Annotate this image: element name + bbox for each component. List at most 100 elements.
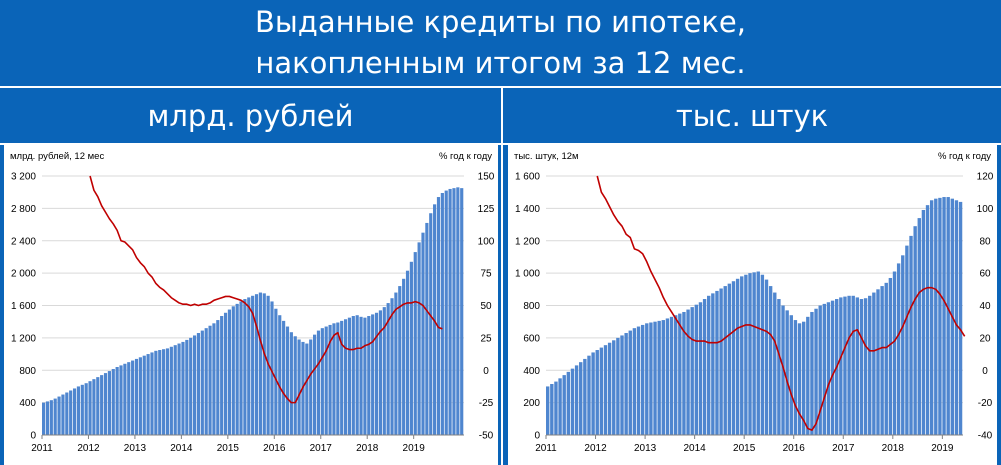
- bar: [855, 297, 860, 435]
- subheader-divider: [0, 143, 1001, 145]
- bar: [247, 297, 251, 435]
- bar: [620, 335, 624, 435]
- x-tick-label: 2013: [124, 443, 147, 454]
- bar: [822, 303, 827, 435]
- bar: [913, 226, 917, 435]
- bar: [896, 263, 901, 435]
- bar: [558, 378, 562, 435]
- bar: [270, 301, 274, 435]
- bar: [640, 324, 645, 435]
- right-panel-title: тыс. штук: [675, 99, 829, 133]
- chart-svg: млрд. рублей, 12 мес % год к году 0 400 800 1…: [10, 151, 495, 454]
- panel-divider: [501, 86, 503, 465]
- bar: [192, 335, 197, 435]
- bar: [682, 311, 686, 435]
- left-tick-label: 1 200: [11, 333, 36, 344]
- bar: [550, 384, 554, 435]
- bar: [65, 392, 69, 435]
- bar: [649, 322, 653, 435]
- bar: [892, 271, 897, 435]
- bar: [138, 357, 142, 435]
- left-tick-label: 0: [534, 431, 540, 442]
- x-tick-label: 2012: [77, 443, 100, 454]
- bar: [227, 309, 231, 435]
- bar: [328, 324, 332, 435]
- bar: [92, 379, 96, 435]
- bar: [45, 401, 50, 435]
- x-tick-label: 2014: [170, 443, 193, 454]
- bar: [727, 283, 732, 435]
- bar: [657, 320, 661, 435]
- bar: [409, 261, 413, 435]
- bar: [332, 323, 336, 435]
- bar: [386, 303, 390, 435]
- bar: [49, 400, 53, 435]
- bar: [278, 315, 282, 435]
- bar: [702, 299, 707, 435]
- bar: [154, 350, 158, 435]
- bar: [612, 340, 616, 435]
- bar: [665, 318, 670, 435]
- bar: [760, 274, 765, 435]
- bar: [574, 365, 579, 435]
- x-tick-label: 2011: [535, 443, 557, 454]
- bar: [872, 292, 876, 435]
- bar: [814, 308, 818, 435]
- bar: [925, 205, 930, 435]
- bar: [355, 315, 359, 435]
- x-tick-label: 2019: [403, 443, 426, 454]
- chart-svg: тыс. штук, 12м% год к году02004006008001…: [514, 151, 994, 454]
- bar: [57, 396, 61, 435]
- main-title-line1: Выданные кредиты по ипотеке,: [255, 5, 746, 39]
- bar: [309, 339, 313, 435]
- bar: [917, 218, 921, 435]
- growth-line: [89, 175, 443, 404]
- bar: [901, 255, 905, 435]
- bar: [686, 309, 690, 435]
- left-tick-label: 800: [523, 301, 540, 312]
- bar: [111, 369, 115, 435]
- right-tick-label: 60: [979, 269, 991, 280]
- bar: [150, 352, 154, 435]
- bar: [607, 342, 612, 435]
- bar: [566, 371, 571, 435]
- bar: [452, 188, 456, 435]
- title-bar: Выданные кредиты по ипотеке, накопленным…: [0, 0, 1001, 86]
- bar: [402, 278, 406, 435]
- right-tick-label: -40: [978, 431, 993, 442]
- bar: [189, 337, 193, 436]
- right-tick-label: 150: [478, 172, 495, 183]
- bar: [830, 300, 835, 435]
- bar: [208, 325, 212, 435]
- left-axis-unit-label: млрд. рублей, 12 мес: [10, 151, 104, 162]
- left-panel-title: млрд. рублей: [147, 99, 354, 133]
- bar: [42, 402, 46, 436]
- bar: [929, 200, 934, 435]
- bar: [921, 209, 926, 435]
- bar: [905, 245, 909, 435]
- left-axis-unit-label: тыс. штук, 12м: [514, 151, 579, 162]
- bar: [297, 339, 301, 435]
- bar: [797, 323, 802, 435]
- bar: [810, 311, 814, 435]
- bar: [673, 315, 678, 435]
- bar: [868, 295, 872, 435]
- bar: [698, 302, 703, 435]
- main-title-line2: накопленным итогом за 12 мес.: [255, 46, 746, 80]
- bar: [123, 363, 127, 435]
- bar: [142, 355, 146, 435]
- bar: [694, 304, 699, 435]
- bar: [744, 274, 748, 435]
- bar: [781, 305, 785, 435]
- bar: [616, 337, 620, 436]
- bar: [938, 197, 942, 435]
- bar: [405, 270, 410, 435]
- bar: [579, 362, 583, 435]
- right-tick-label: 50: [480, 301, 492, 312]
- bar: [433, 204, 437, 435]
- bar: [243, 299, 247, 435]
- bar: [289, 332, 293, 435]
- bar: [942, 197, 946, 435]
- left-tick-label: 1 400: [515, 204, 540, 215]
- x-tick-label: 2015: [217, 443, 240, 454]
